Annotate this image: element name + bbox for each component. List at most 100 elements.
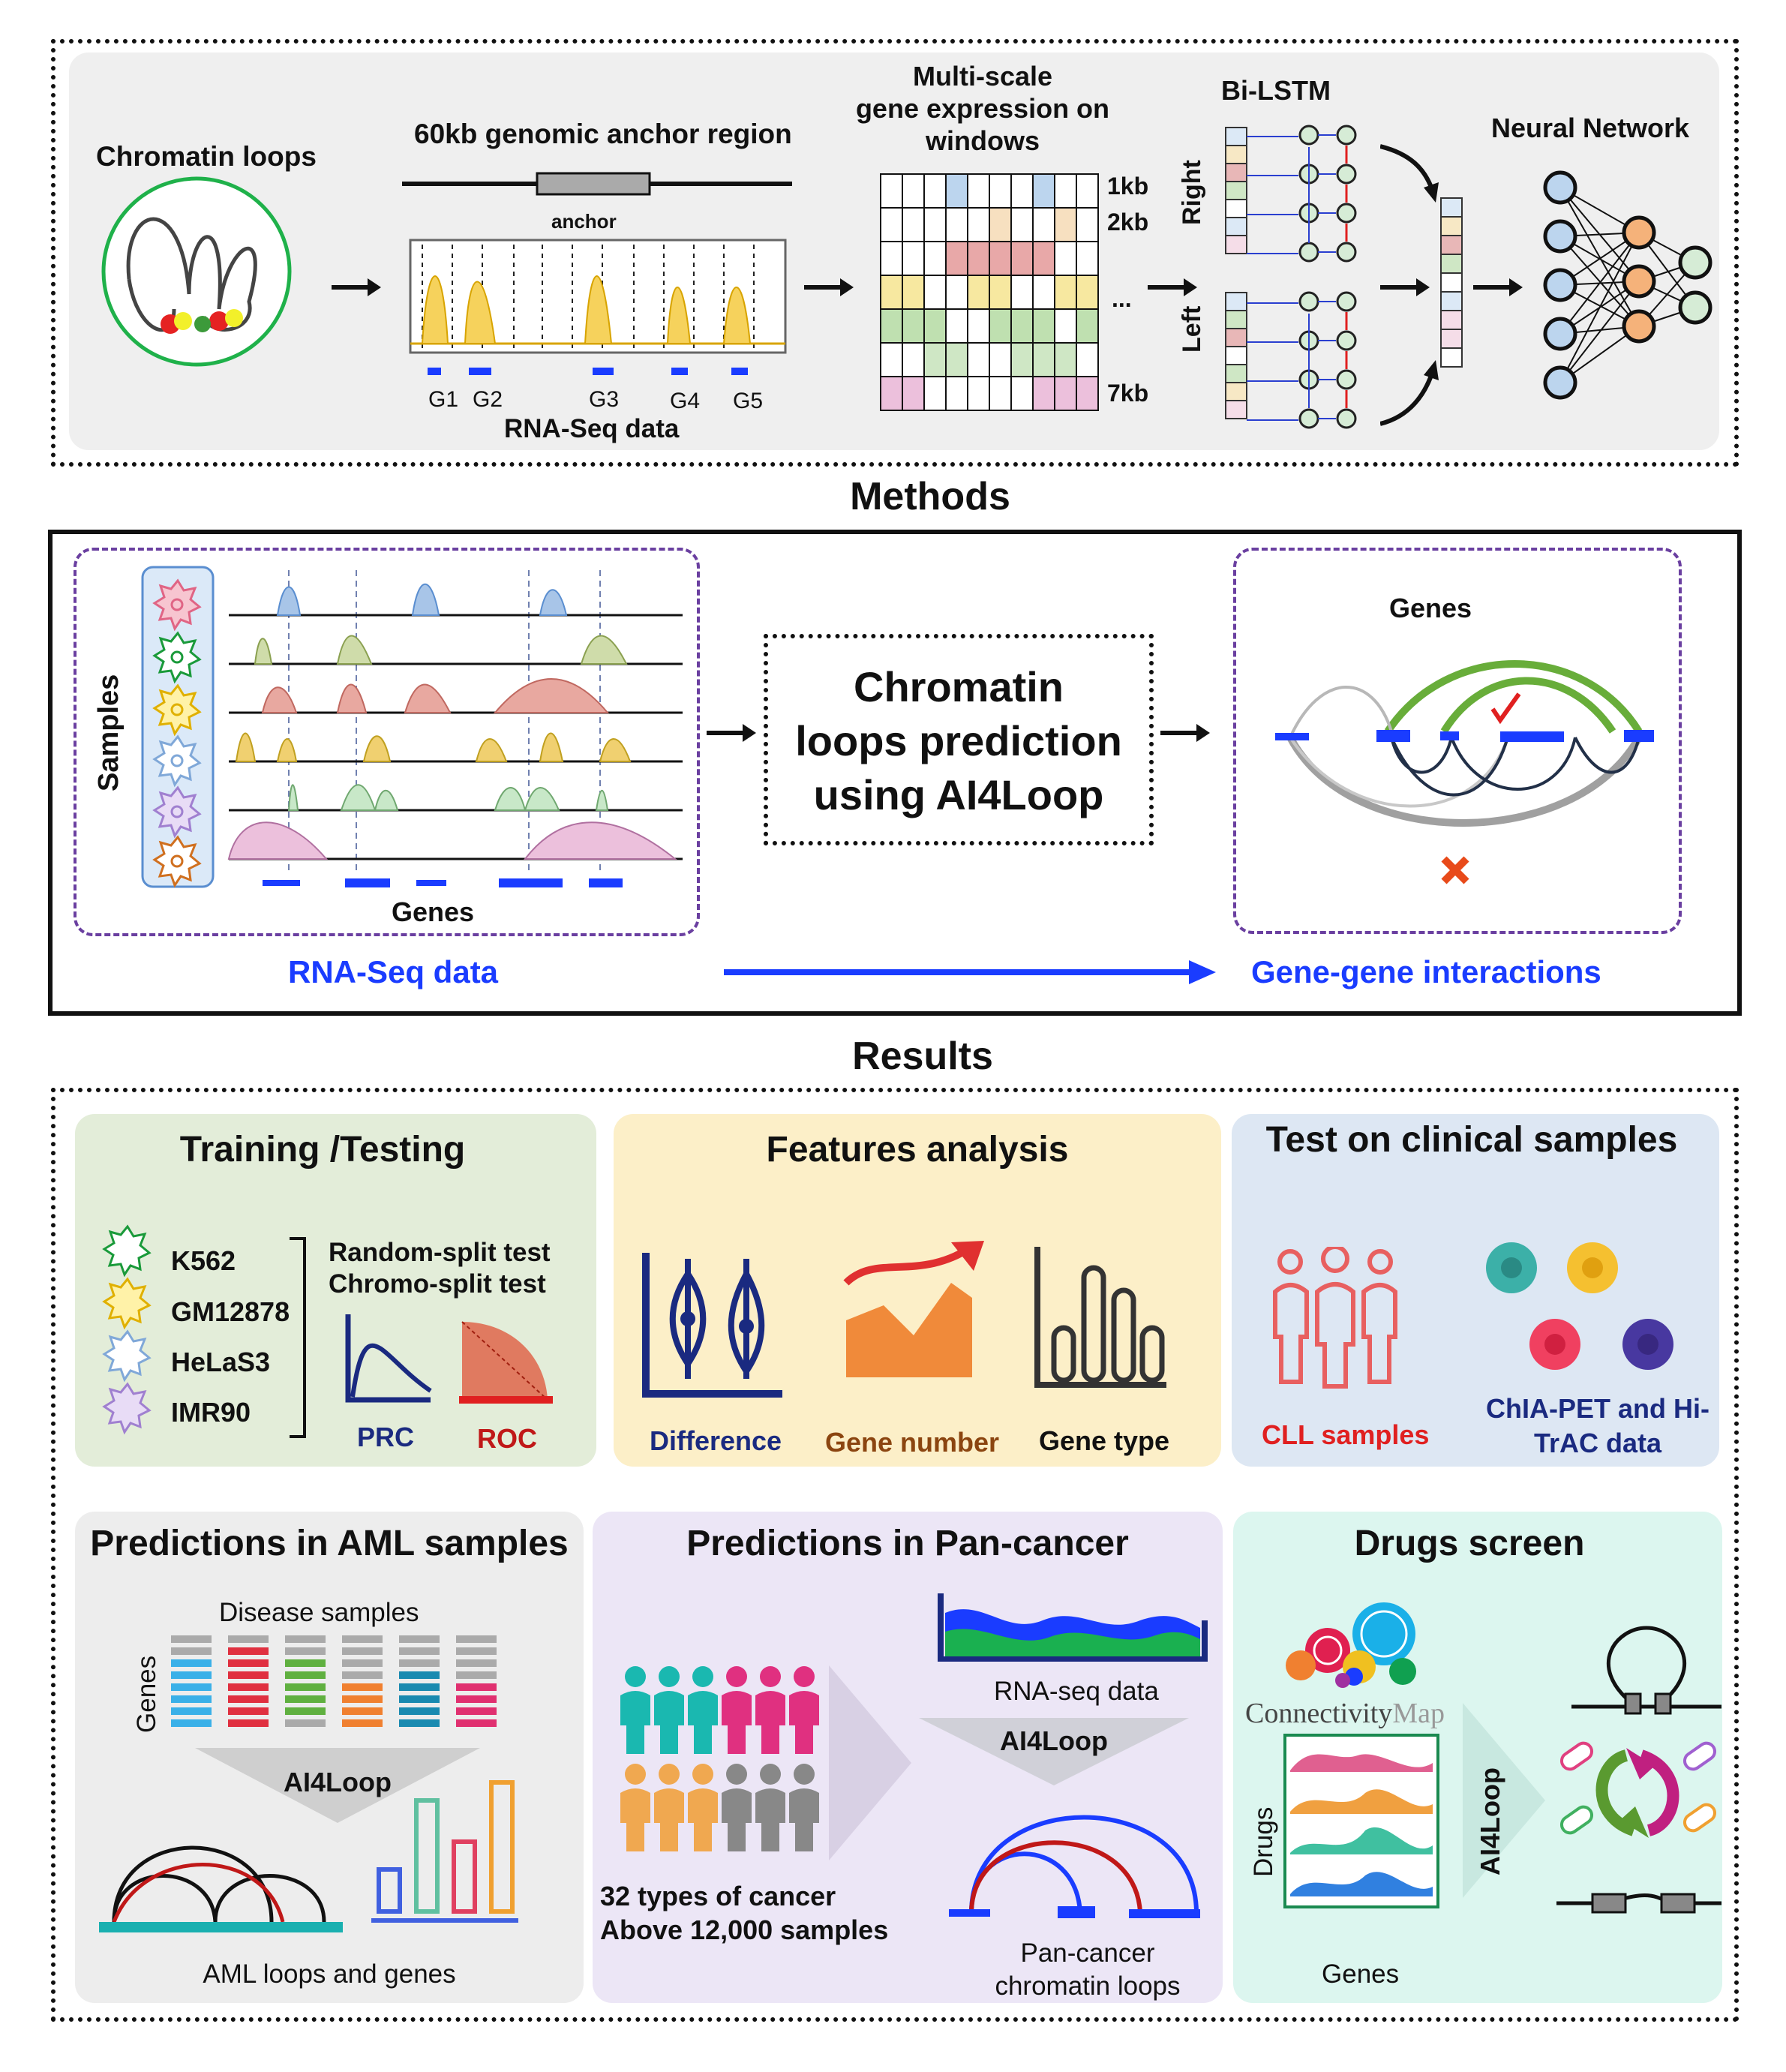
- genes-right-label: Genes: [1389, 593, 1472, 623]
- chromatin-loops-diagram: [101, 176, 292, 367]
- bilstm-merge-arrows: [1380, 144, 1439, 426]
- grid-cell: [1076, 173, 1099, 209]
- grid-cell: [989, 275, 1012, 310]
- pancancer-chevron: [829, 1665, 911, 1860]
- methods-heading: Methods: [850, 475, 1010, 518]
- aml-bar-cell: [342, 1683, 383, 1691]
- grid-cell: [1032, 376, 1055, 411]
- prc-curve-icon: [345, 1314, 432, 1403]
- cll-people-icon: [1273, 1247, 1397, 1389]
- cell-helas3: HeLaS3: [171, 1347, 271, 1377]
- grid-cell: [1054, 173, 1077, 209]
- neural-network-diagram: [1543, 170, 1712, 400]
- methods-blue-arrow: [724, 960, 1216, 984]
- grid-cell: [902, 173, 925, 209]
- grid-cell: [1076, 275, 1099, 310]
- arrow-4: [1380, 278, 1430, 296]
- aml-bar-cell: [456, 1647, 497, 1655]
- grid-cells: [880, 173, 1099, 411]
- rnaseq-data-label: RNA-Seq data: [504, 414, 680, 443]
- cell-gm12878: GM12878: [171, 1296, 290, 1327]
- grid-cell: [1076, 342, 1099, 377]
- aml-heatmap-bars: [171, 1635, 501, 1733]
- aml-bar-cell: [342, 1635, 383, 1643]
- grid-cell: [1054, 308, 1077, 344]
- sample-gene-marks: [263, 878, 623, 887]
- bilstm-label: Bi-LSTM: [1221, 75, 1331, 106]
- grid-cell: [923, 342, 947, 377]
- genomic-region-label: 60kb genomic anchor region: [414, 119, 792, 149]
- aml-bar-cell: [342, 1719, 383, 1727]
- ai4loop-box: [764, 634, 1154, 845]
- grid-cell: [880, 376, 903, 411]
- drug-expression-chart: [1283, 1734, 1439, 1908]
- aml-bar-chart-icon: [371, 1780, 518, 1923]
- grid-cell: [945, 241, 968, 276]
- aml-bar-cell: [399, 1707, 440, 1715]
- aml-bars: [171, 1635, 497, 1727]
- aml-bar-cell: [228, 1707, 269, 1715]
- person-body: [722, 1691, 752, 1754]
- grid-cell: [1032, 308, 1055, 344]
- anchor-region-bar: [402, 172, 792, 196]
- map-text: Map: [1392, 1698, 1445, 1729]
- aml-bar-cell: [342, 1671, 383, 1679]
- grid-cell: [989, 376, 1012, 411]
- sample-cells-column: [141, 566, 215, 888]
- prc-label: PRC: [357, 1422, 415, 1452]
- gene-label-g5: G5: [733, 389, 764, 413]
- cell-bracket: [290, 1237, 306, 1438]
- person-body: [654, 1788, 684, 1851]
- aml-bar-cell: [456, 1683, 497, 1691]
- grid-cell: [1054, 376, 1077, 411]
- grid-cell: [923, 173, 947, 209]
- aml-bar-cell: [228, 1659, 269, 1667]
- aml-bar-cell: [171, 1647, 212, 1655]
- aml-bar-cell: [171, 1635, 212, 1643]
- grid-cell: [945, 376, 968, 411]
- person-head: [760, 1666, 781, 1687]
- gene-type-icon: [1034, 1247, 1166, 1388]
- grid-cell: [967, 275, 990, 310]
- pancancer-loop-arcs: [949, 1815, 1200, 1918]
- scale-1kb: 1kb: [1107, 173, 1149, 200]
- aml-bar-cell: [342, 1707, 383, 1715]
- grid-cell: [880, 241, 903, 276]
- person-head: [625, 1764, 646, 1785]
- right-label: Right: [1178, 160, 1206, 225]
- aml-bar-cell: [228, 1683, 269, 1691]
- grid-cell: [923, 376, 947, 411]
- arrow-methods-1: [707, 724, 756, 742]
- merged-vector: [1440, 197, 1463, 368]
- grid-cell: [1010, 342, 1034, 377]
- training-title: Training /Testing: [179, 1130, 466, 1170]
- gene-type-label: Gene type: [1039, 1425, 1170, 1456]
- samples-box: [74, 548, 700, 936]
- aml-bar-cell: [399, 1683, 440, 1691]
- drugs-axis-label: Drugs: [1249, 1806, 1278, 1877]
- aml-bar-cell: [456, 1719, 497, 1727]
- scale-7kb: 7kb: [1107, 380, 1149, 407]
- person-body: [789, 1788, 819, 1851]
- grid-cell: [1076, 241, 1099, 276]
- grid-cell: [989, 342, 1012, 377]
- cell-imr90: IMR90: [171, 1397, 251, 1428]
- aml-bar-cell: [285, 1707, 326, 1715]
- aml-bar-cell: [342, 1659, 383, 1667]
- pancancer-panel: [593, 1512, 1223, 2003]
- person-body: [654, 1691, 684, 1754]
- left-label: Left: [1178, 305, 1206, 353]
- training-cell-icons: [102, 1224, 152, 1435]
- grid-cell: [967, 241, 990, 276]
- aml-bar-cell: [399, 1659, 440, 1667]
- grid-cell: [923, 308, 947, 344]
- grid-cell: [880, 275, 903, 310]
- person-body: [620, 1788, 650, 1851]
- grid-cell: [1032, 241, 1055, 276]
- clinical-title: Test on clinical samples: [1265, 1120, 1678, 1160]
- cll-samples-label: CLL samples: [1262, 1419, 1430, 1450]
- drugs-chevron: [1463, 1703, 1545, 1898]
- anchor-label: anchor: [551, 210, 617, 233]
- pancancer-title: Predictions in Pan-cancer: [686, 1524, 1129, 1563]
- aml-bar-cell: [456, 1707, 497, 1715]
